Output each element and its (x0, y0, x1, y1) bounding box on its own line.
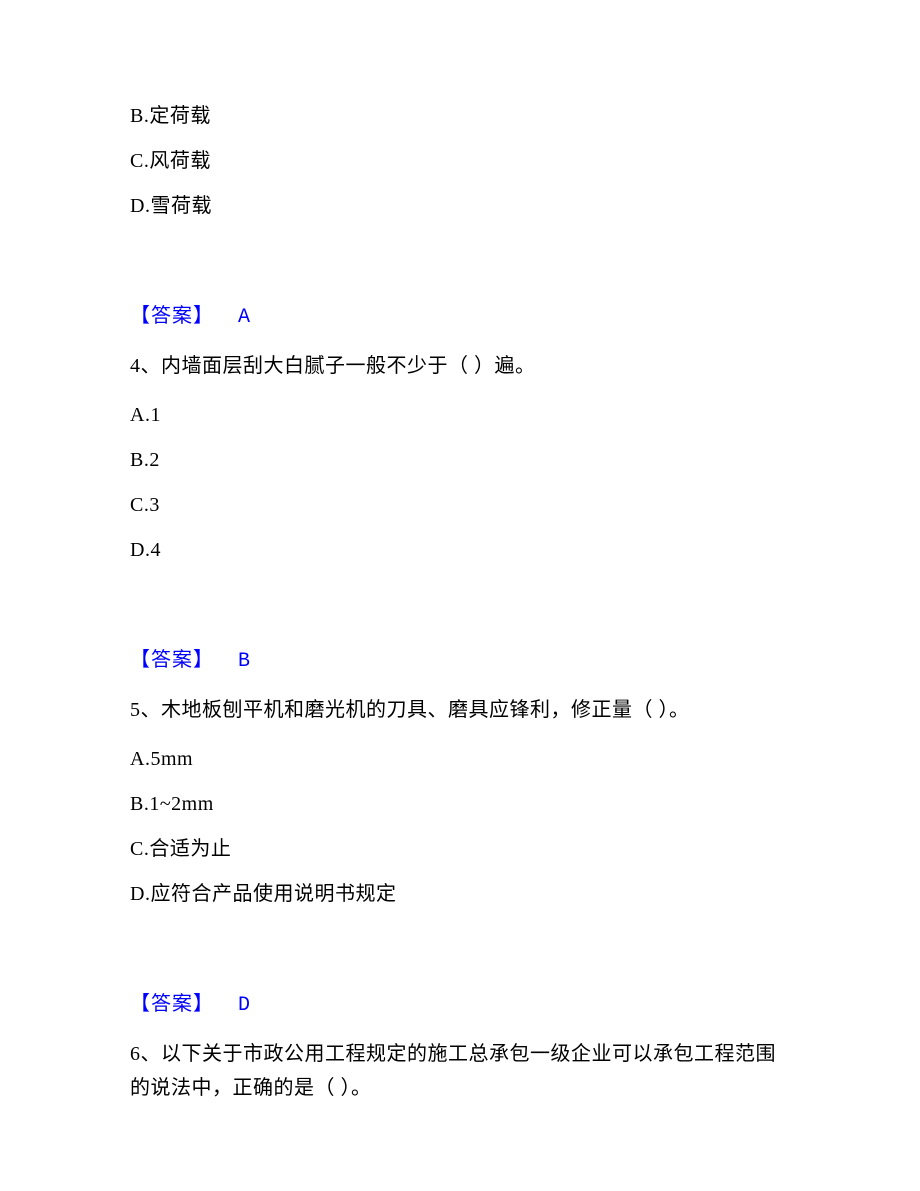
q4-option-a: A.1 (130, 405, 792, 425)
q6-text: 以下关于市政公用工程规定的施工总承包一级企业可以承包工程范围的说法中，正确的是（… (130, 1043, 776, 1099)
q4-answer: 【答案】 B (130, 650, 792, 672)
spacer (130, 929, 792, 994)
q3-option-c: C.风荷载 (130, 151, 792, 171)
spacer (130, 241, 792, 306)
q5-stem: 5、木地板刨平机和磨光机的刀具、磨具应锋利，修正量（ ）。 (130, 693, 792, 727)
q3-answer: 【答案】 A (130, 306, 792, 328)
exam-page: B.定荷载 C.风荷载 D.雪荷载 【答案】 A 4、内墙面层刮大白腻子一般不少于… (0, 0, 920, 1191)
q5-option-a: A.5mm (130, 749, 792, 769)
answer-label: 【答案】 (130, 305, 214, 327)
answer-value: B (238, 652, 250, 672)
q4-option-c: C.3 (130, 495, 792, 515)
q3-option-b: B.定荷载 (130, 106, 792, 126)
q4-text: 内墙面层刮大白腻子一般不少于（ ）遍。 (161, 355, 536, 377)
q6-number: 6、 (130, 1043, 161, 1065)
q5-text: 木地板刨平机和磨光机的刀具、磨具应锋利，修正量（ ）。 (161, 699, 690, 721)
answer-label: 【答案】 (130, 993, 214, 1015)
answer-value: A (238, 308, 250, 328)
answer-label: 【答案】 (130, 649, 214, 671)
q3-option-d: D.雪荷载 (130, 196, 792, 216)
answer-value: D (238, 996, 250, 1016)
spacer (130, 585, 792, 650)
q4-number: 4、 (130, 355, 161, 377)
q5-option-d: D.应符合产品使用说明书规定 (130, 884, 792, 904)
q4-option-d: D.4 (130, 540, 792, 560)
q4-option-b: B.2 (130, 450, 792, 470)
q5-option-c: C.合适为止 (130, 839, 792, 859)
q4-stem: 4、内墙面层刮大白腻子一般不少于（ ）遍。 (130, 349, 792, 383)
q5-number: 5、 (130, 699, 161, 721)
q6-stem: 6、以下关于市政公用工程规定的施工总承包一级企业可以承包工程范围的说法中，正确的… (130, 1037, 792, 1105)
q5-answer: 【答案】 D (130, 994, 792, 1016)
q5-option-b: B.1~2mm (130, 794, 792, 814)
